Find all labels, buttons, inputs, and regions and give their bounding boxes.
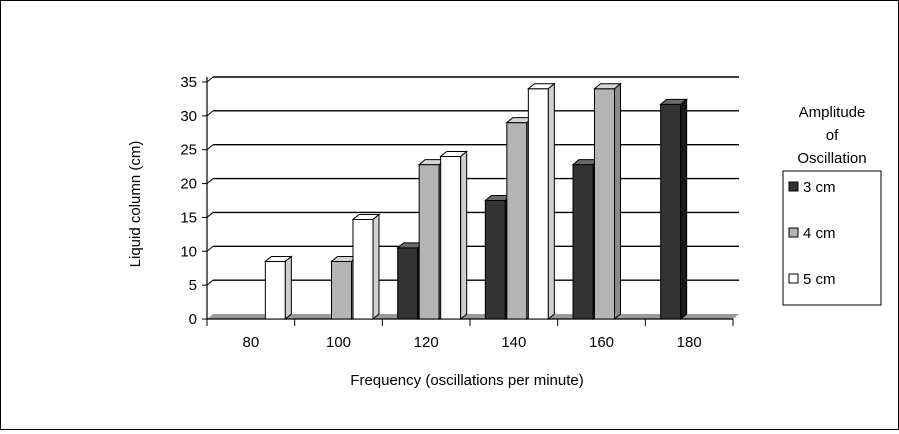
x-tick-label: 120 [414,334,439,351]
bar [263,255,293,321]
gridline-depth [206,76,214,83]
y-tick-label: 35 [180,74,197,91]
gridline-depth [206,110,214,117]
x-axis: 80 100 120 140 160 180 [206,318,734,351]
bar [351,213,381,321]
gridline-depth [206,245,214,252]
legend-label: 5 cm [803,271,836,288]
bars [263,82,689,321]
x-tick-label: 140 [501,334,526,351]
bar [526,82,556,321]
legend-item: 4 cm [788,225,836,242]
bar [659,98,689,321]
legend-label: 3 cm [803,179,836,196]
legend-swatch [788,227,799,238]
gridlines [206,76,739,286]
y-axis: 0 5 10 15 20 25 30 35 [180,74,208,328]
y-tick-label: 0 [189,311,197,328]
x-tick-label: 180 [677,334,702,351]
y-tick-label: 25 [180,142,197,159]
bar [439,150,469,321]
legend-items: 3 cm 4 cm 5 cm [788,179,836,288]
bar [593,82,622,321]
legend-label: 4 cm [803,225,836,242]
y-axis-label: Liquid column (cm) [127,141,144,268]
y-tick-label: 15 [180,209,197,226]
y-tick-label: 5 [189,277,197,294]
legend-item: 3 cm [788,179,836,196]
x-axis-label: Frequency (oscillations per minute) [350,372,583,389]
y-tick-label: 20 [180,176,197,193]
legend-swatch [788,273,799,284]
legend-box [782,170,882,306]
legend-swatch [788,181,799,192]
gridline-depth [206,212,214,218]
x-tick-label: 100 [326,334,351,351]
x-tick-label: 160 [589,334,614,351]
legend-item: 5 cm [788,271,836,288]
x-tick-label: 80 [242,334,259,351]
legend-title: Amplitude of Oscillation [797,104,866,167]
gridline-depth [206,279,214,286]
gridline-depth [206,144,214,151]
legend: Amplitude of Oscillation 3 cm 4 cm 5 cm [782,104,882,306]
y-tick-label: 10 [180,243,197,260]
gridline-depth [206,178,214,184]
y-tick-label: 30 [180,108,197,125]
